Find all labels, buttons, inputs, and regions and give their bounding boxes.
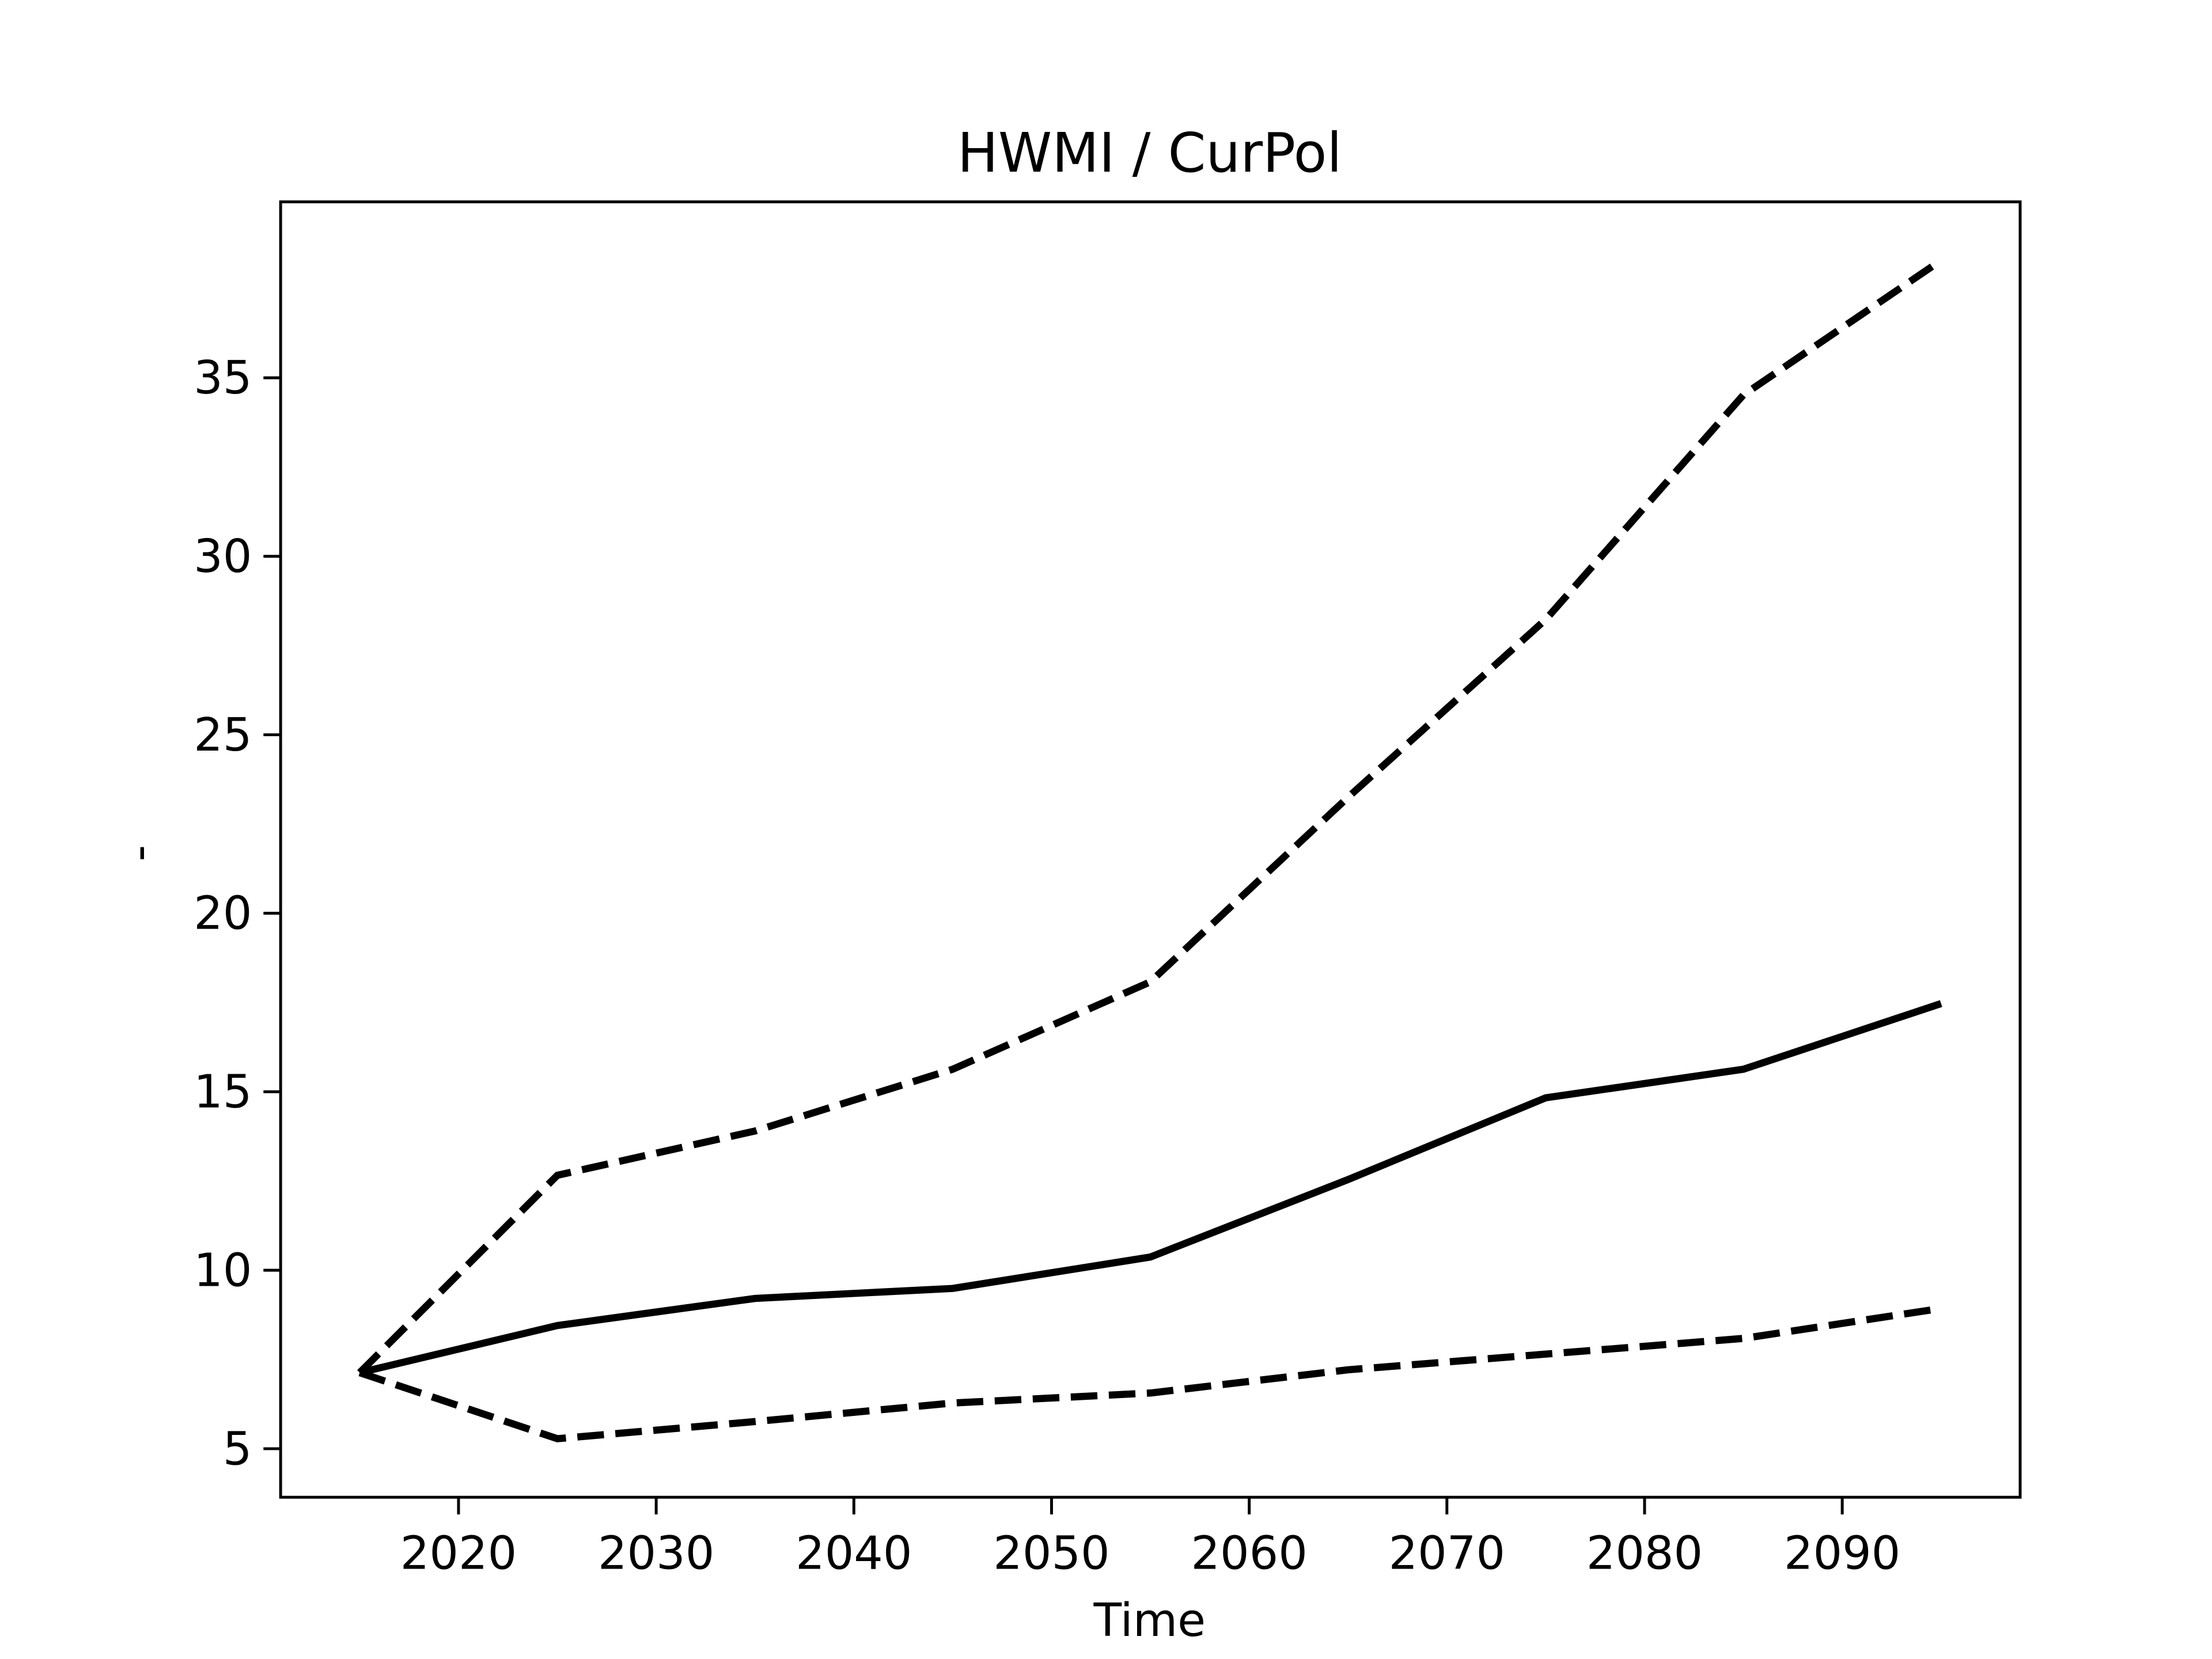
x-tick-label: 2020: [400, 1526, 517, 1580]
y-tick-label: 5: [223, 1422, 252, 1475]
x-tick-label: 2080: [1586, 1526, 1703, 1580]
x-tick-label: 2090: [1784, 1526, 1900, 1580]
y-tick-label: 30: [194, 529, 252, 583]
x-tick-label: 2050: [993, 1526, 1109, 1580]
y-tick-label: 35: [194, 351, 252, 404]
x-tick-label: 2040: [796, 1526, 912, 1580]
x-tick-label: 2030: [598, 1526, 714, 1580]
y-tick-label: 10: [194, 1243, 252, 1297]
series-line: [358, 1305, 1942, 1442]
series-line: [357, 257, 1944, 1376]
x-tick-label: 2070: [1389, 1526, 1505, 1580]
y-tick-label: 15: [194, 1065, 252, 1119]
plot-frame: [279, 200, 2022, 1499]
y-tick-label: 25: [194, 708, 252, 762]
x-tick-label: 2060: [1191, 1526, 1307, 1580]
x-axis-label: Time: [1093, 1593, 1206, 1647]
y-tick-label: 20: [194, 887, 252, 940]
y-axis-label: -: [112, 845, 165, 862]
series-line: [358, 1000, 1942, 1376]
chart-title: HWMI / CurPol: [957, 122, 1342, 185]
